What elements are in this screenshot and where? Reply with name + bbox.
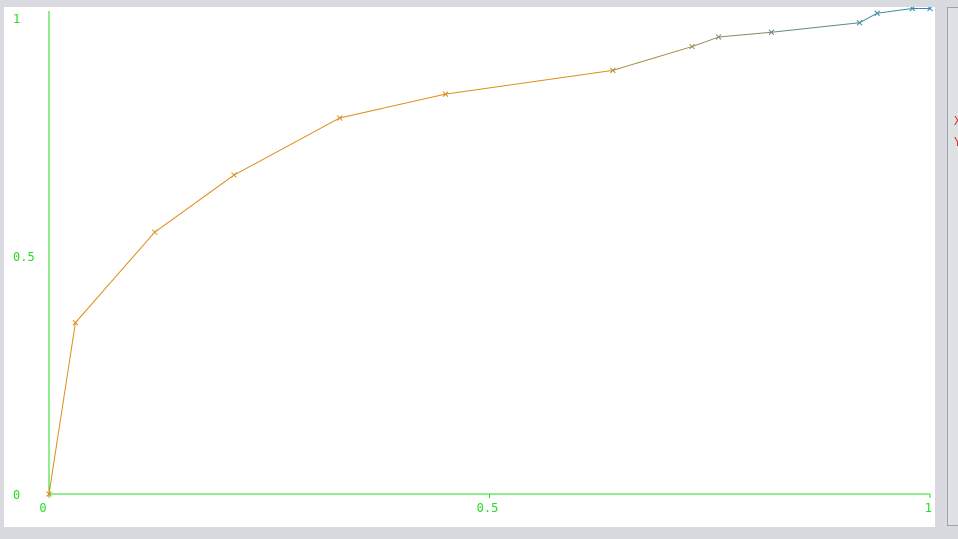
data-point-marker <box>689 43 695 50</box>
data-point-marker <box>856 19 863 26</box>
series-segment <box>48 322 76 495</box>
data-point-marker <box>72 319 79 326</box>
data-point-marker <box>336 115 343 121</box>
data-point-marker <box>442 91 449 98</box>
plot-panel: 0 0.5 1 0 0.5 1 <box>4 7 935 527</box>
series-segment <box>154 174 235 233</box>
data-point-marker <box>151 229 158 236</box>
series-segment <box>718 31 772 38</box>
y-tick-label: 1 <box>13 12 20 26</box>
tick-labels: 0 0.5 1 0 0.5 1 <box>13 12 932 515</box>
line-chart: 0 0.5 1 0 0.5 1 <box>13 7 933 515</box>
data-point-marker <box>715 34 722 40</box>
data-point-marker <box>909 7 916 12</box>
data-point-marker <box>768 29 775 36</box>
x-tick-label: 0 <box>39 501 46 515</box>
y-tick-label: 0.5 <box>13 250 35 264</box>
series-markers <box>46 7 933 497</box>
x-tick-label: 1 <box>925 501 932 515</box>
data-point-marker <box>231 172 237 178</box>
side-panel[interactable]: X Y <box>947 7 958 526</box>
series-segment <box>75 231 156 323</box>
series-segment <box>339 93 446 119</box>
series-segment <box>691 36 719 48</box>
data-point-marker <box>874 10 880 17</box>
series-segment <box>445 69 613 95</box>
data-point-marker <box>46 491 52 497</box>
series-segment <box>233 117 340 176</box>
side-mark-x: X <box>954 115 958 127</box>
axes <box>48 11 930 495</box>
side-mark-y: Y <box>954 136 958 148</box>
y-tick-label: 0 <box>13 488 20 502</box>
x-tick-label: 0.5 <box>477 501 499 515</box>
data-point-marker <box>609 67 616 74</box>
series-lines <box>48 7 930 495</box>
data-point-marker <box>927 7 933 12</box>
series-segment <box>859 12 878 24</box>
series-segment <box>771 22 860 33</box>
series-segment <box>612 46 693 71</box>
series-segment <box>877 7 913 14</box>
